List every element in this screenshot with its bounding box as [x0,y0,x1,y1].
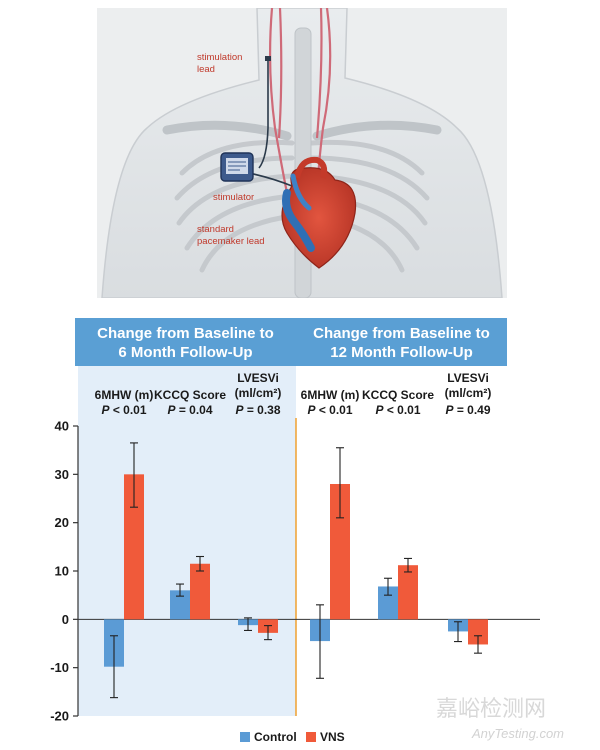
callout-pacemaker-lead: pacemaker lead [197,236,265,247]
heart [281,156,357,269]
legend: Control VNS [240,730,345,744]
panel-banners: Change from Baseline to 6 Month Follow-Up… [75,318,507,366]
watermark-cn: 嘉峪检测网 [436,697,546,722]
metric-p-value-1-3: P = 0.38 [235,403,280,417]
bar-control-1-2 [170,590,190,620]
legend-swatch-vns [306,732,316,742]
metric-name-2-2: KCCQ Score [362,388,434,402]
legend-swatch-control [240,732,250,742]
clavicles [162,120,442,141]
metric-name-1-2: KCCQ Score [154,388,226,402]
bar-vns-2-3 [468,619,488,645]
svg-text:stimulation: stimulation [197,52,242,63]
bar-chart: Change from Baseline to 6 Month Follow-Up… [50,318,540,744]
stimulator-device [220,152,254,182]
bar-vns-1-2 [190,563,210,620]
metric-p-value-1-1: P < 0.01 [101,403,146,417]
callout-stimulation-lead-2: lead [197,64,215,75]
metric-name-2-3: LVESVi [447,371,489,385]
y-axis: -20 -10 0 10 20 30 40 [50,419,540,724]
implant-illustration: stimulation lead stimulator standard pac… [97,8,507,298]
svg-text:lead: lead [197,64,215,75]
callout-stimulator: stimulator [213,192,254,203]
svg-text:stimulator: stimulator [213,192,254,203]
y-tick-label: -10 [50,660,69,675]
callout-standard: standard [197,224,234,235]
y-tick-label: 40 [55,419,69,434]
watermark-en: AnyTesting.com [471,726,564,741]
lead-electrode [265,56,271,61]
y-tick-label: 0 [62,612,69,627]
panel-banner-2-line-2: 12 Month Follow-Up [330,344,472,361]
metric-name-2-3: (ml/cm²) [445,386,492,400]
y-tick-label: 20 [55,515,69,530]
metric-p-value-2-3: P = 0.49 [445,403,490,417]
svg-text:pacemaker lead: pacemaker lead [197,236,265,247]
metric-name-2-1: 6MHW (m) [301,388,360,402]
bar-vns-2-2 [398,565,418,620]
panel-banner-2 [296,318,507,366]
bars [104,474,488,667]
y-tick-label: 30 [55,467,69,482]
metric-p-value-2-1: P < 0.01 [307,403,352,417]
metric-name-1-3: LVESVi [237,371,279,385]
error-bars [110,442,482,699]
metric-name-1-3: (ml/cm²) [235,386,282,400]
metric-name-1-1: 6MHW (m) [95,388,154,402]
bar-control-2-2 [378,586,398,620]
bar-vns-2-1 [330,484,350,620]
y-tick-label: 10 [55,564,69,579]
panel-banner-1-line-1: Change from Baseline to [97,325,274,342]
callout-stimulation-lead: stimulation [197,52,242,63]
metric-p-value-2-2: P < 0.01 [375,403,420,417]
legend-label-vns: VNS [320,730,345,744]
panel-banner-2-line-1: Change from Baseline to [313,325,490,342]
neck-vessels [268,8,332,194]
svg-text:standard: standard [197,224,234,235]
panel-banner-1-line-2: 6 Month Follow-Up [118,344,252,361]
legend-label-control: Control [254,730,297,744]
panel-banner-1 [75,318,296,366]
bar-vns-1-1 [124,474,144,620]
metric-p-value-1-2: P = 0.04 [167,403,212,417]
y-tick-label: -20 [50,709,69,724]
watermark: 嘉峪检测网 AnyTesting.com [436,697,564,741]
